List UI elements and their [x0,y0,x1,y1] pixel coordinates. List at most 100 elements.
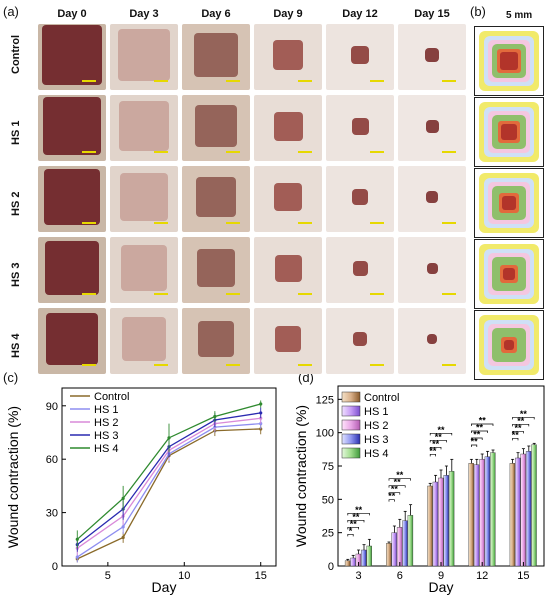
scale-bar [298,80,312,82]
significance-marker: ** [437,425,445,435]
bar-chart-y-tick-label: 100 [316,428,334,440]
wound-photo [398,237,466,303]
wound-photo [38,308,106,374]
significance-marker: ** [432,439,440,449]
wound-area [353,332,367,346]
bar [407,515,414,567]
significance-bracket [388,478,411,481]
wound-area [195,105,237,147]
bar [438,477,444,567]
line-legend-label: Control [94,391,129,403]
bar [361,549,367,567]
significance-marker: ** [512,430,520,440]
wound-outline-diagram [474,97,544,167]
bar-chart-y-axis-label: Wound contraction (%) [293,405,309,547]
bar [520,453,526,567]
wound-area [122,317,166,361]
significance-bracket [471,437,483,440]
wound-area [194,33,238,77]
wound-photo [182,308,250,374]
bar [391,532,397,567]
scale-bar [226,293,240,295]
line-chart-x-axis-label: Day [152,579,177,595]
significance-marker: ** [394,477,402,487]
wound-photo [254,95,322,161]
wound-area [120,173,168,221]
line-data-point [75,537,79,541]
wound-photo [326,308,394,374]
significance-bracket [512,416,535,420]
line-data-point [121,496,125,500]
wound-area [274,183,302,211]
wound-outline-diagram [474,168,544,238]
line-data-point [259,422,263,426]
significance-bracket [429,439,447,443]
wound-area [119,101,169,151]
scale-bar [442,151,456,153]
bar-legend-swatch [341,447,361,459]
scale-bar [82,151,96,153]
line-data-point [121,535,125,540]
wound-area [351,46,369,64]
scale-bar [442,80,456,82]
column-header-day-15: Day 15 [414,8,450,20]
significance-marker: ** [514,423,522,433]
significance-marker: ** [471,437,479,447]
bar [468,463,474,567]
bar [473,464,480,567]
bar [448,471,455,567]
bar [525,451,532,567]
bar-chart-x-tick-label: 3 [356,570,362,582]
line-chart-y-tick-label: 60 [46,454,58,466]
line-chart-x-tick-label: 15 [255,570,267,582]
significance-bracket [512,437,519,441]
row-header-hs3: HS 3 [10,262,22,287]
wound-area [273,111,303,141]
bar [432,481,439,567]
row-header-hs4: HS 4 [10,333,22,358]
line-legend-label: HS 3 [94,430,118,442]
bar-chart-y-tick-label: 0 [328,561,334,573]
wound-photo [326,95,394,161]
scale-bar [154,293,168,295]
bar [509,463,516,567]
bar [515,457,521,567]
significance-bracket [471,423,494,426]
scale-bar [370,80,384,82]
wound-area [45,241,99,295]
wound-photo [110,24,178,90]
wound-photo [326,166,394,232]
column-header-day-0: Day 0 [57,8,87,20]
bar [386,543,392,567]
scale-bar [154,364,168,366]
significance-bracket [347,519,365,523]
significance-marker: ** [435,432,443,442]
line-data-point [259,402,263,406]
scale-bar [298,151,312,153]
outline-day-15 [502,196,516,210]
outline-day-15 [503,268,515,280]
bar-legend-label: HS 2 [364,420,388,432]
wound-photo [254,237,322,303]
scale-bar [370,151,384,153]
significance-bracket [388,485,406,488]
scale-bar [370,364,384,366]
bar [402,520,408,567]
wound-photo [110,166,178,232]
significance-marker: ** [396,470,404,480]
bar [490,452,496,567]
wound-area [426,262,438,274]
bar-legend-swatch [341,405,361,417]
significance-bracket [429,432,453,436]
wound-area [197,249,235,287]
outline-day-15 [504,340,514,350]
significance-bracket [512,430,524,434]
line-legend-label: HS 4 [94,443,118,455]
bar [350,557,356,567]
bar-chart-y-tick-label: 25 [322,528,334,540]
wound-area [425,48,439,62]
wound-photo [182,237,250,303]
row-header-hs1: HS 1 [10,120,22,145]
wound-photo [38,237,106,303]
scale-bar [442,222,456,224]
